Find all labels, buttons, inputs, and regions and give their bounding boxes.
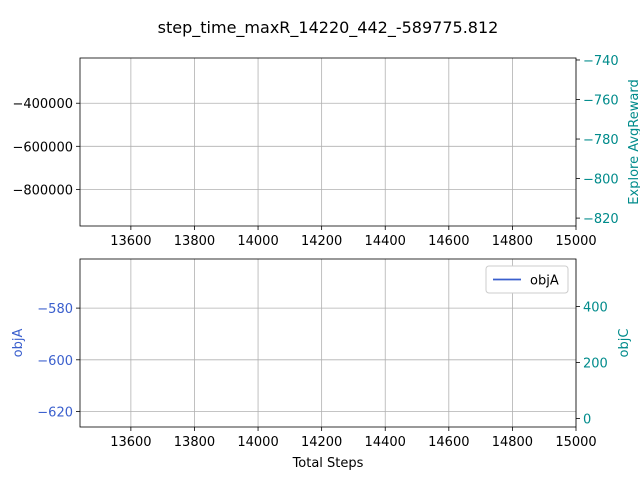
x-tick-label: 13800: [174, 435, 215, 450]
x-tick-label: 14400: [365, 234, 406, 249]
x-tick-label: 14800: [492, 435, 533, 450]
right-y-tick-label: −800: [583, 173, 619, 188]
axes-frame: [79, 57, 577, 227]
x-tick-label: 14800: [492, 234, 533, 249]
x-tick-label: 13800: [174, 234, 215, 249]
x-tick-label: 14200: [301, 234, 342, 249]
subplot-1: 13600 13800 14000 14200 14400 14600 14800 15000…: [12, 54, 640, 249]
x-axis-label: Total Steps: [292, 456, 364, 471]
left-y-axis-label: objA: [11, 329, 26, 358]
x-tick-label: 15000: [555, 435, 596, 450]
left-y-tick-label: −600000: [12, 140, 73, 155]
x-tick-label: 14600: [428, 435, 469, 450]
x-tick-label: 14600: [428, 234, 469, 249]
right-y-axis-label: Explore AvgReward: [627, 79, 640, 204]
x-tick-label: 14400: [365, 435, 406, 450]
right-y-tick-label: −780: [583, 133, 619, 148]
left-y-tick-label: −400000: [12, 97, 73, 112]
left-y-tick-label: −620: [37, 405, 73, 420]
right-y-tick-label: −740: [583, 54, 619, 69]
left-y-tick-label: −580: [37, 302, 73, 317]
x-tick-label: 14200: [301, 435, 342, 450]
x-tick-label: 15000: [555, 234, 596, 249]
x-tick-label: 14000: [237, 435, 278, 450]
subplot-2: 13600 13800 14000 14200 14400 14600 14800 15000…: [11, 258, 632, 450]
right-y-axis-label: objC: [617, 329, 632, 358]
right-y-tick-label: −760: [583, 94, 619, 109]
axes-frame: [79, 258, 577, 428]
x-tick-label: 13600: [110, 435, 151, 450]
right-y-tick-label: 200: [583, 357, 608, 372]
x-tick-label: 13600: [110, 234, 151, 249]
right-y-tick-label: 400: [583, 301, 608, 316]
chart-title: step_time_maxR_14220_442_-589775.812: [158, 18, 499, 38]
legend: objA: [485, 265, 569, 294]
right-y-tick-label: 0: [583, 413, 591, 428]
right-y-tick-label: −820: [583, 212, 619, 227]
left-y-tick-label: −800000: [12, 183, 73, 198]
legend-label: objA: [530, 274, 559, 289]
left-y-tick-label: −600: [37, 354, 73, 369]
x-tick-label: 14000: [237, 234, 278, 249]
legend-box: [485, 265, 569, 294]
